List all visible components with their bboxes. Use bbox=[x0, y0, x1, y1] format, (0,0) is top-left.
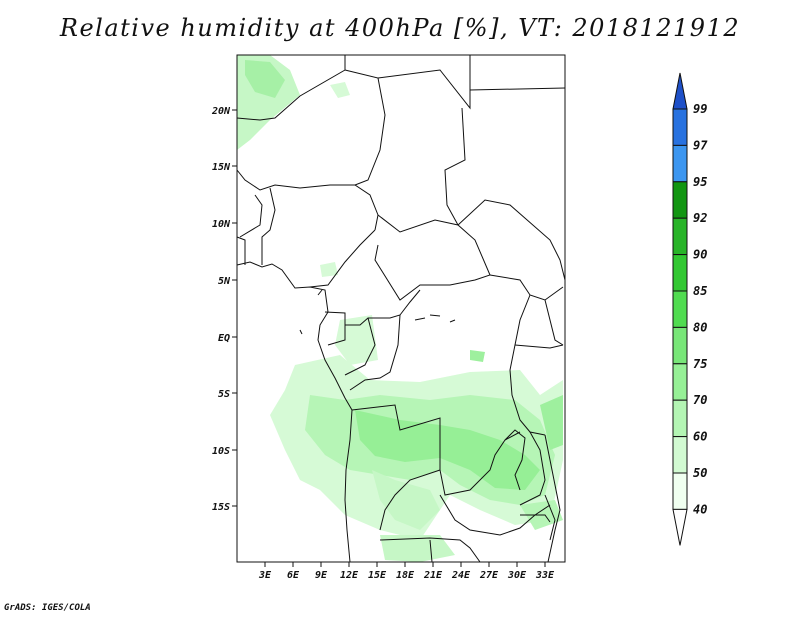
latitude-axis bbox=[232, 109, 237, 507]
colorbar-label: 40 bbox=[693, 502, 707, 516]
lon-label: 9E bbox=[315, 570, 328, 581]
lon-label: 12E bbox=[340, 570, 359, 581]
colorbar-label: 75 bbox=[693, 357, 707, 371]
colorbar-label: 97 bbox=[693, 138, 708, 152]
lon-label: 33E bbox=[535, 570, 555, 581]
colorbar-label: 92 bbox=[693, 211, 707, 225]
colorbar-bin bbox=[672, 472, 688, 510]
colorbar-label: 95 bbox=[693, 175, 707, 189]
lat-label: 10S bbox=[212, 446, 230, 457]
colorbar-bottom-arrow bbox=[672, 508, 688, 546]
chart-title: Relative humidity at 400hPa [%], VT: 201… bbox=[59, 14, 741, 42]
humidity-shading bbox=[237, 55, 563, 562]
lon-label: 24E bbox=[451, 570, 471, 581]
colorbar-bin bbox=[672, 254, 688, 292]
lon-label: 18E bbox=[396, 570, 415, 581]
lat-label: 15N bbox=[212, 162, 231, 173]
colorbar-bin bbox=[672, 144, 688, 183]
lat-label: 20N bbox=[211, 106, 231, 117]
lat-label: 5N bbox=[218, 276, 231, 287]
lon-label: 27E bbox=[479, 570, 499, 581]
colorbar-label: 50 bbox=[693, 466, 707, 480]
lat-label: 10N bbox=[212, 219, 231, 230]
lon-label: 21E bbox=[423, 570, 443, 581]
longitude-axis bbox=[264, 562, 546, 567]
colorbar-bin bbox=[672, 326, 688, 365]
colorbar-bin bbox=[672, 290, 688, 328]
lat-label: 5S bbox=[218, 389, 230, 400]
lon-label: 6E bbox=[287, 570, 300, 581]
colorbar-bin bbox=[672, 108, 688, 146]
lat-label: 15S bbox=[212, 502, 230, 513]
lon-label: 15E bbox=[368, 570, 387, 581]
colorbar-label: 85 bbox=[693, 284, 707, 298]
colorbar-bin bbox=[672, 363, 688, 401]
colorbar-bin bbox=[672, 217, 688, 256]
colorbar-bin bbox=[672, 436, 688, 474]
colorbar: 99 97 95 92 90 85 80 75 70 60 50 40 bbox=[672, 72, 708, 546]
grads-credit: GrADS: IGES/COLA bbox=[4, 603, 91, 613]
colorbar-bin bbox=[672, 181, 688, 219]
lon-label: 30E bbox=[507, 570, 527, 581]
lon-label: 3E bbox=[258, 570, 272, 581]
country-borders bbox=[236, 55, 566, 563]
map-frame bbox=[236, 54, 566, 563]
lat-label: EQ bbox=[218, 333, 230, 344]
colorbar-label: 99 bbox=[693, 102, 707, 116]
colorbar-bin bbox=[672, 399, 688, 438]
colorbar-label: 90 bbox=[693, 248, 707, 262]
colorbar-label: 70 bbox=[693, 393, 707, 407]
colorbar-label: 60 bbox=[693, 430, 707, 444]
colorbar-top-arrow bbox=[672, 72, 688, 110]
colorbar-label: 80 bbox=[693, 320, 707, 334]
